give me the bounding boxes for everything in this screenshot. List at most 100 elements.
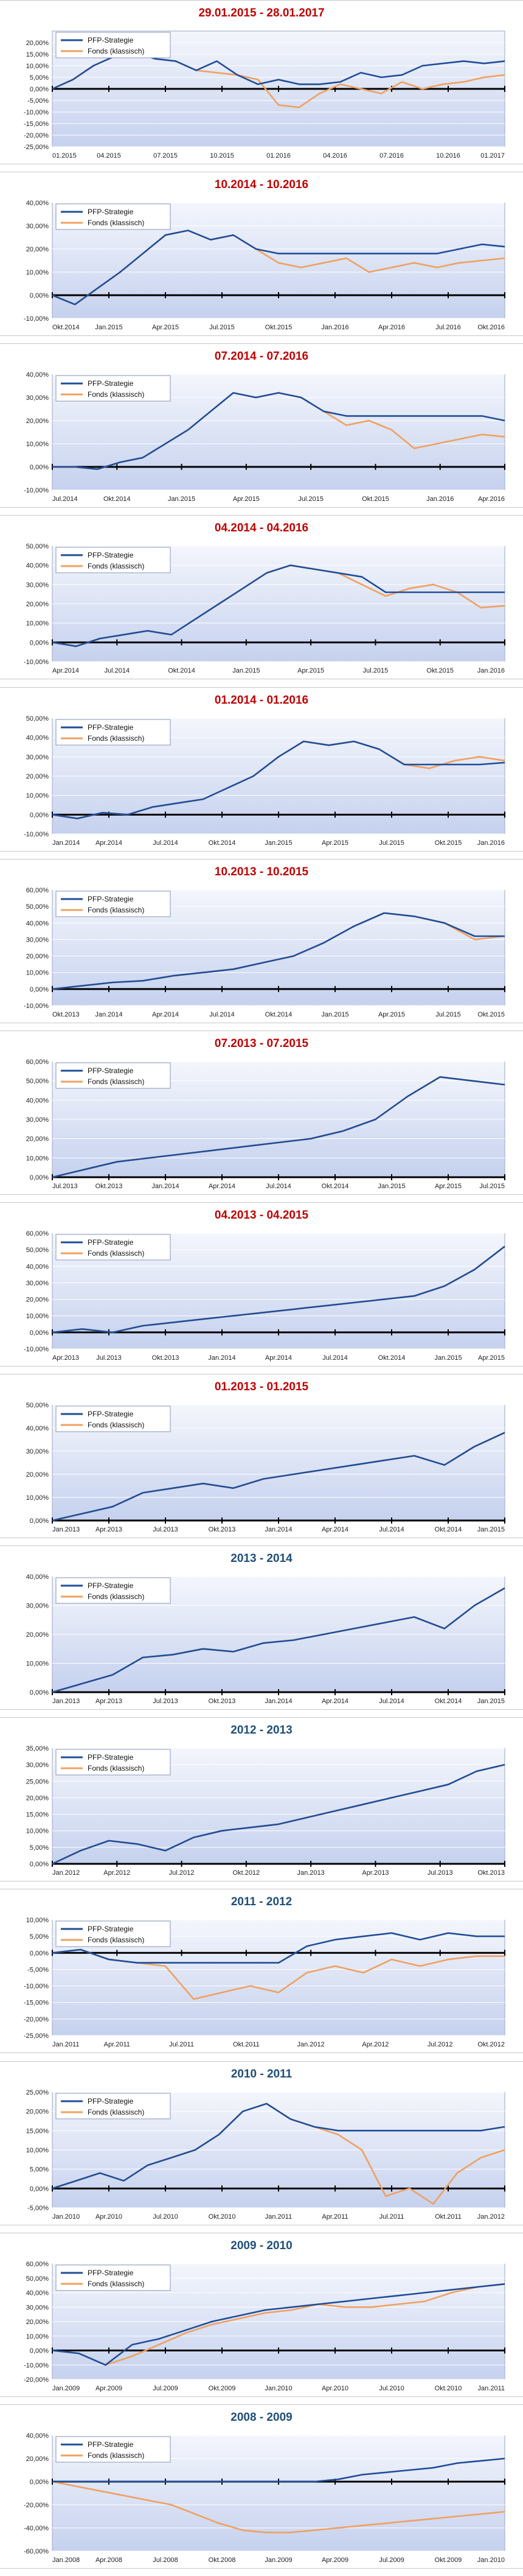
y-tick-label: 30,00% — [26, 1603, 49, 1610]
legend-label: Fonds (klassisch) — [88, 219, 144, 227]
y-tick-label: 40,00% — [26, 2432, 49, 2440]
y-tick-label: 40,00% — [26, 2290, 49, 2297]
x-tick-label: Okt.2009 — [209, 2385, 236, 2392]
y-tick-label: 30,00% — [26, 1279, 49, 1287]
x-tick-label: Jul.2013 — [153, 1698, 178, 1705]
y-tick-label: 30,00% — [26, 1116, 49, 1124]
x-tick-label: Jul.2014 — [104, 667, 130, 674]
x-tick-label: Jan.2010 — [52, 2213, 80, 2221]
x-tick-label: 07.2016 — [379, 152, 404, 159]
y-tick-label: 40,00% — [26, 1263, 49, 1270]
x-tick-label: Jul.2015 — [209, 324, 235, 331]
chart-panel: 04.2014 - 04.2016 -10,00% 0,00% 10,00% 20,00… — [0, 515, 523, 679]
y-tick-label: 15,00% — [26, 2127, 49, 2135]
y-tick-label: -10,00% — [24, 487, 49, 494]
chart-panel: 2013 - 2014 0,00% 10,00% 20,00% 30,00% 40,00%… — [0, 1545, 523, 1710]
y-tick-label: 40,00% — [26, 920, 49, 927]
x-tick-label: Jan.2013 — [297, 1869, 325, 1877]
x-tick-label: Jul.2010 — [379, 2385, 404, 2392]
x-tick-label: Jul.2013 — [96, 1354, 122, 1362]
x-tick-label: Apr.2014 — [322, 1698, 348, 1705]
x-tick-label: Jan.2009 — [52, 2385, 80, 2392]
x-tick-label: 01.2016 — [266, 152, 291, 159]
x-tick-label: Apr.2012 — [362, 2041, 389, 2048]
series-line-pfp — [52, 740, 505, 819]
chart-title: 2008 - 2009 — [230, 2411, 292, 2424]
y-tick-label: 10,00% — [26, 2333, 49, 2340]
chart-svg: 01.2013 - 01.2015 0,00% 10,00% 20,00% 30,00%… — [26, 1381, 505, 1533]
x-tick-label: Apr.2013 — [362, 1869, 389, 1877]
y-tick-label: -5,00% — [27, 2205, 49, 2212]
x-tick-label: Jan.2015 — [378, 1183, 405, 1190]
y-tick-label: 10,00% — [26, 1917, 49, 1924]
legend-label: PFP-Strategie — [88, 2269, 134, 2277]
x-tick-label: Apr.2015 — [322, 839, 348, 847]
y-tick-label: -10,00% — [24, 1346, 49, 1353]
x-tick-label: Okt.2014 — [52, 324, 80, 331]
x-tick-label: Jul.2014 — [379, 1526, 404, 1533]
y-tick-label: 0,00% — [30, 639, 49, 646]
x-tick-label: Jul.2014 — [266, 1183, 291, 1190]
x-tick-label: Jan.2014 — [151, 1183, 179, 1190]
y-tick-label: 30,00% — [26, 1448, 49, 1455]
chart-svg: 2012 - 2013 0,00% 5,00% 10,00% 15,00% 20,00% 2… — [26, 1724, 505, 1877]
x-tick-label: 07.2015 — [153, 152, 178, 159]
x-tick-label: Apr.2014 — [52, 667, 79, 674]
x-tick-label: Okt.2014 — [209, 839, 236, 847]
y-tick-label: 20,00% — [26, 601, 49, 608]
y-tick-label: 0,00% — [30, 464, 49, 471]
series-line-pfp — [52, 2283, 505, 2366]
chart-svg: 2011 - 2012 -25,00% -20,00% -15,00% -10,00% -… — [24, 1895, 505, 2048]
y-tick-label: 50,00% — [26, 715, 49, 723]
legend-label: PFP-Strategie — [88, 2440, 134, 2449]
x-tick-label: Apr.2015 — [435, 1183, 462, 1190]
x-tick-label: Apr.2016 — [478, 495, 505, 503]
x-tick-label: Apr.2011 — [104, 2041, 130, 2048]
x-tick-label: Jan.2013 — [52, 1526, 80, 1533]
y-tick-label: 60,00% — [26, 1230, 49, 1237]
x-tick-label: Okt.2013 — [477, 1869, 505, 1877]
x-tick-label: Apr.2015 — [378, 1011, 405, 1018]
y-tick-label: -25,00% — [24, 2032, 49, 2040]
x-tick-label: Jul.2015 — [479, 1183, 505, 1190]
y-tick-label: 0,00% — [30, 1174, 49, 1181]
x-tick-label: Apr.2015 — [478, 1354, 505, 1362]
chart-svg: 10.2014 - 10.2016 -10,00% 0,00% 10,00% 20,00… — [24, 178, 505, 331]
x-tick-label: Jan.2013 — [52, 1698, 80, 1705]
x-tick-label: Apr.2011 — [322, 2213, 348, 2221]
x-tick-label: Okt.2012 — [233, 1869, 260, 1877]
legend-box — [55, 1234, 171, 1261]
y-tick-label: -15,00% — [24, 2000, 49, 2007]
y-tick-label: 20,00% — [26, 1297, 49, 1304]
y-tick-label: 60,00% — [26, 2261, 49, 2268]
y-tick-label: 10,00% — [26, 970, 49, 977]
x-tick-label: Okt.2014 — [103, 495, 131, 503]
x-tick-label: Apr.2014 — [152, 1011, 179, 1018]
series-line-pfp — [52, 564, 505, 647]
legend-box — [55, 1062, 171, 1089]
y-tick-label: 10,00% — [26, 441, 49, 448]
y-tick-label: 50,00% — [26, 1078, 49, 1085]
y-tick-label: 20,00% — [26, 2109, 49, 2116]
y-tick-label: 10,00% — [26, 620, 49, 628]
chart-svg: 2009 - 2010 -20,00% -10,00% 0,00% 10,00% 20,0… — [24, 2239, 505, 2392]
x-tick-label: Okt.2013 — [209, 1698, 236, 1705]
x-tick-label: 04.2015 — [97, 152, 121, 159]
x-tick-label: Okt.2010 — [209, 2213, 236, 2221]
x-tick-label: Okt.2015 — [265, 324, 293, 331]
y-tick-label: 40,00% — [26, 1573, 49, 1581]
chart-title: 01.2014 - 01.2016 — [215, 694, 308, 707]
y-tick-label: -20,00% — [24, 2016, 49, 2023]
x-tick-label: Okt.2015 — [426, 667, 454, 674]
y-tick-label: 20,00% — [26, 1136, 49, 1143]
series-line-pfp — [52, 1245, 505, 1334]
chart-svg: 10.2013 - 10.2015 -10,00% 0,00% 10,00% 20,00… — [24, 866, 505, 1018]
x-tick-label: Okt.2014 — [168, 667, 195, 674]
x-tick-label: Okt.2016 — [477, 324, 505, 331]
chart-title: 2013 - 2014 — [230, 1552, 293, 1565]
x-tick-label: Jan.2016 — [477, 667, 505, 674]
chart-panel: 2010 - 2011 -5,00% 0,00% 5,00% 10,00% 15,00% 2… — [0, 2061, 523, 2225]
legend-label: Fonds (klassisch) — [88, 1421, 144, 1429]
x-tick-label: Jan.2012 — [52, 1869, 80, 1877]
